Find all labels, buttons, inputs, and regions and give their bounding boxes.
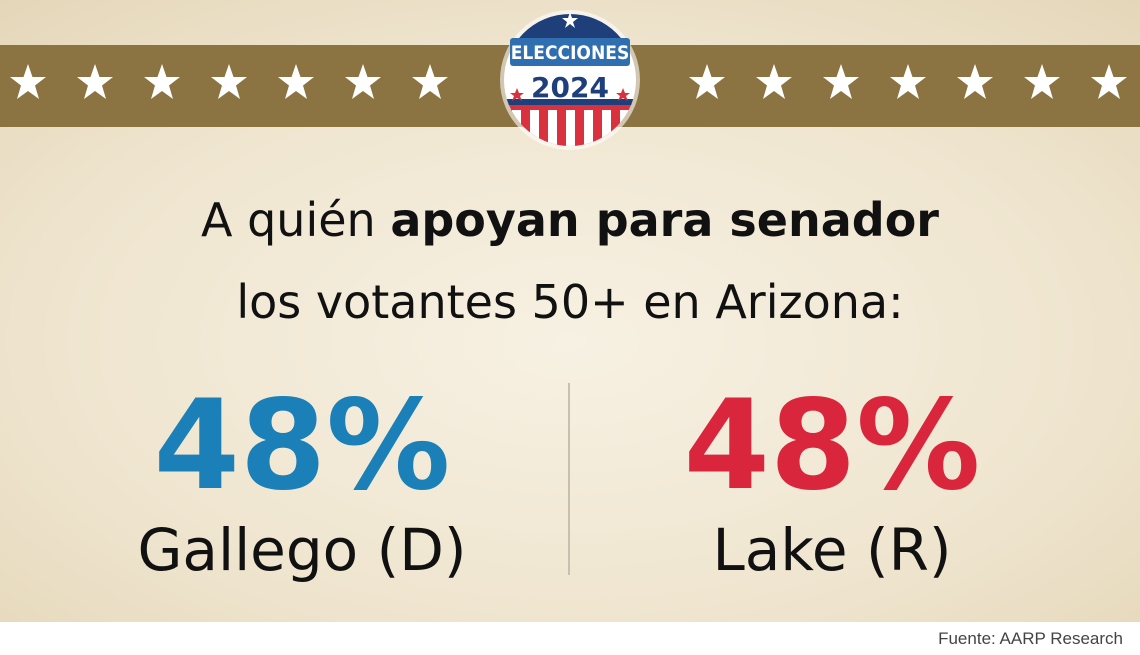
candidate-percent: 48% — [154, 374, 451, 518]
heading-line-2: los votantes 50+ en Arizona: — [236, 275, 903, 329]
badge-year: 2024 — [531, 71, 609, 104]
election-badge: ELECCIONES 2024 — [500, 10, 640, 150]
heading-bold: apoyan para senador — [390, 193, 939, 247]
footer-strip — [0, 622, 1140, 655]
candidate-name: Gallego (D) — [137, 516, 466, 584]
source: Fuente: AARP Research — [938, 629, 1123, 648]
heading-line-1: A quién apoyan para senador — [201, 193, 939, 247]
badge-label: ELECCIONES — [511, 42, 630, 64]
candidate-percent: 48% — [684, 374, 981, 518]
heading-regular: A quién — [201, 193, 376, 247]
candidate-name: Lake (R) — [712, 516, 951, 584]
